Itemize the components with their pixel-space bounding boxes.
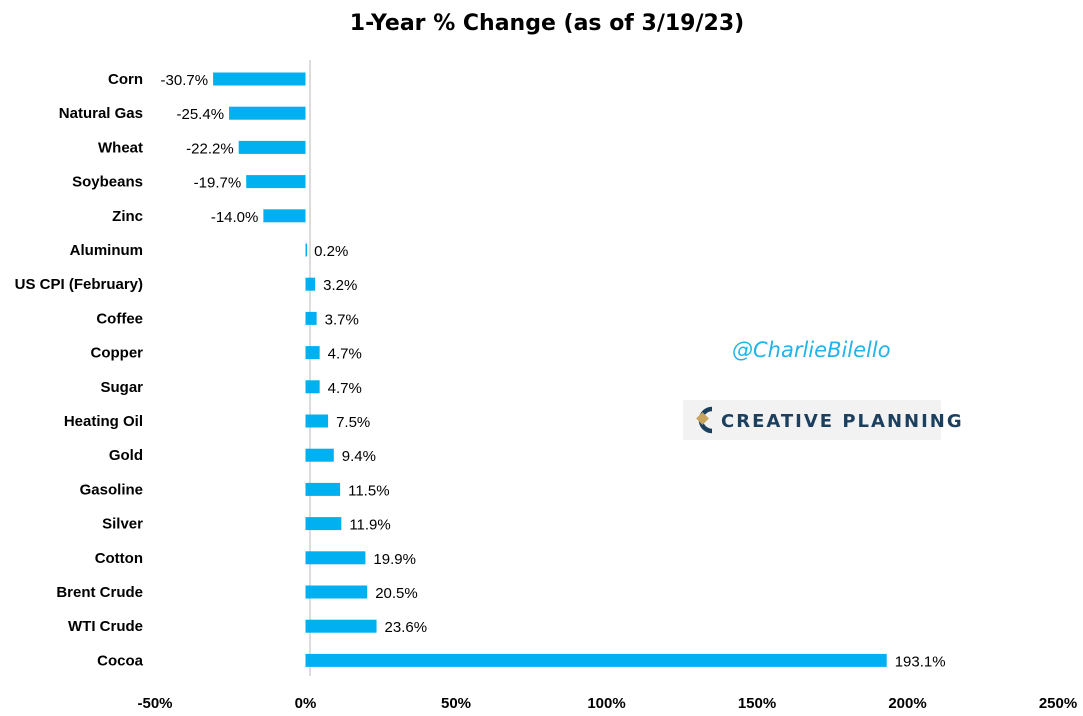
- category-label-natural-gas: Natural Gas: [59, 105, 143, 122]
- value-label-brent-crude: 20.5%: [375, 585, 418, 602]
- creative-planning-logo: CREATIVE PLANNING: [683, 400, 964, 440]
- value-label-heating-oil: 7.5%: [336, 414, 370, 431]
- bar-copper: [305, 346, 320, 360]
- bar-aluminum: [305, 243, 307, 257]
- x-axis-ticks: -50% 0% 50% 100% 150% 200% 250%: [137, 695, 1077, 712]
- category-label-coffee: Coffee: [96, 310, 143, 327]
- category-label-cotton: Cotton: [95, 550, 143, 567]
- value-label-cotton: 19.9%: [373, 551, 416, 568]
- category-label-soybeans: Soybeans: [72, 174, 143, 191]
- x-tick-neg50: -50%: [137, 695, 172, 712]
- value-label-cocoa: 193.1%: [895, 653, 946, 670]
- logo-background: [683, 400, 941, 440]
- bar-cocoa: [305, 653, 887, 667]
- category-label-brent-crude: Brent Crude: [56, 584, 143, 601]
- category-label-cocoa: Cocoa: [97, 652, 144, 669]
- bar-natural-gas: [229, 106, 306, 120]
- bar-zinc: [263, 209, 306, 223]
- bars-layer: Corn -30.7% Natural Gas -25.4% Wheat -22.2% So…: [15, 71, 946, 670]
- category-label-wheat: Wheat: [98, 139, 143, 156]
- category-label-gasoline: Gasoline: [80, 481, 143, 498]
- value-label-silver: 11.9%: [349, 517, 390, 534]
- value-label-coffee: 3.7%: [325, 311, 359, 328]
- value-label-soybeans: -19.7%: [194, 175, 242, 192]
- value-label-aluminum: 0.2%: [314, 243, 348, 260]
- category-label-gold: Gold: [109, 447, 143, 464]
- value-label-copper: 4.7%: [328, 346, 362, 363]
- x-tick-200: 200%: [888, 695, 926, 712]
- bar-corn: [213, 72, 306, 86]
- x-tick-50: 50%: [441, 695, 471, 712]
- x-tick-100: 100%: [587, 695, 625, 712]
- value-label-us-cpi-february: 3.2%: [323, 277, 357, 294]
- x-tick-250: 250%: [1039, 695, 1077, 712]
- category-label-corn: Corn: [108, 71, 143, 88]
- x-tick-0: 0%: [295, 695, 317, 712]
- bar-heating-oil: [305, 414, 329, 428]
- value-label-gold: 9.4%: [342, 448, 376, 465]
- value-label-sugar: 4.7%: [328, 380, 362, 397]
- bar-soybeans: [246, 175, 306, 189]
- value-label-corn: -30.7%: [161, 72, 209, 89]
- value-label-zinc: -14.0%: [211, 209, 259, 226]
- bar-gold: [305, 448, 334, 462]
- x-tick-150: 150%: [738, 695, 776, 712]
- bar-sugar: [305, 380, 320, 394]
- category-label-zinc: Zinc: [112, 208, 143, 225]
- bar-cotton: [305, 551, 366, 565]
- bar-gasoline: [305, 482, 341, 496]
- value-label-gasoline: 11.5%: [348, 482, 389, 499]
- bar-silver: [305, 517, 342, 531]
- bar-wti-crude: [305, 619, 377, 633]
- category-label-sugar: Sugar: [100, 379, 143, 396]
- category-label-copper: Copper: [91, 345, 144, 362]
- chart-title: 1-Year % Change (as of 3/19/23): [350, 11, 744, 36]
- bar-us-cpi-february: [305, 277, 316, 291]
- category-label-wti-crude: WTI Crude: [68, 618, 143, 635]
- category-label-heating-oil: Heating Oil: [64, 413, 143, 430]
- category-label-silver: Silver: [102, 516, 143, 533]
- value-label-wheat: -22.2%: [186, 140, 234, 157]
- category-label-us-cpi-february: US CPI (February): [15, 276, 143, 293]
- watermark-handle: @CharlieBilello: [732, 338, 891, 362]
- bar-wheat: [238, 140, 306, 154]
- logo-brand-text: CREATIVE PLANNING: [721, 411, 964, 432]
- bar-brent-crude: [305, 585, 368, 599]
- value-label-wti-crude: 23.6%: [385, 619, 428, 636]
- bar-coffee: [305, 311, 317, 325]
- category-label-aluminum: Aluminum: [70, 242, 143, 259]
- value-label-natural-gas: -25.4%: [177, 106, 225, 123]
